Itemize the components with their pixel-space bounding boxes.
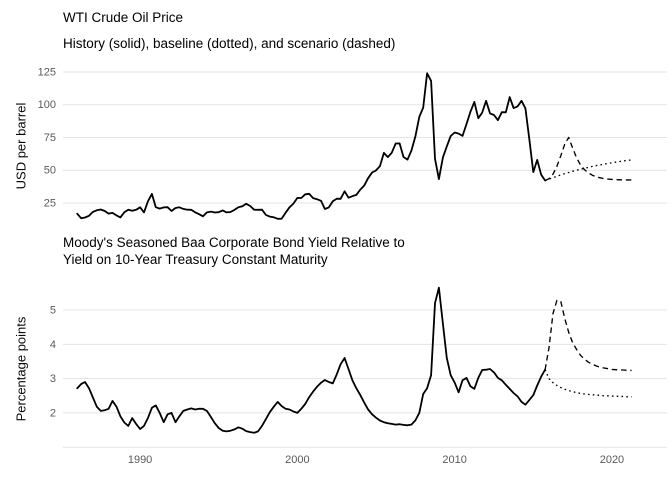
- x-tick-label: 2000: [285, 454, 309, 466]
- x-tick-label: 2020: [600, 454, 624, 466]
- scenario-line: [544, 299, 632, 372]
- baa-chart-title: Moody's Seasoned Baa Corporate Bond Yiel…: [63, 235, 405, 267]
- wti-panel: 25 50 75 100 125: [38, 66, 667, 220]
- baseline-line: [544, 159, 632, 182]
- y-tick-label: 50: [44, 165, 56, 177]
- scenario-line: [544, 136, 632, 182]
- baa-panel: 2 3 4 5 1990 2000 2010 2020: [50, 286, 667, 466]
- y-tick-label: 100: [38, 99, 56, 111]
- y-tick-label: 125: [38, 66, 56, 78]
- x-tick-label: 2010: [442, 454, 466, 466]
- y-tick-label: 2: [50, 407, 56, 419]
- history-line: [76, 286, 546, 434]
- history-line: [76, 72, 546, 220]
- y-tick-label: 25: [44, 197, 56, 209]
- y-tick-label: 3: [50, 373, 56, 385]
- wti-chart-title: WTI Crude Oil Price: [63, 10, 184, 25]
- y-tick-label: 75: [44, 132, 56, 144]
- y-tick-label: 5: [50, 305, 56, 317]
- y-tick-label: 4: [50, 339, 56, 351]
- baseline-line: [544, 369, 632, 398]
- wti-chart-subtitle: History (solid), baseline (dotted), and …: [63, 36, 396, 51]
- x-tick-label: 1990: [128, 454, 152, 466]
